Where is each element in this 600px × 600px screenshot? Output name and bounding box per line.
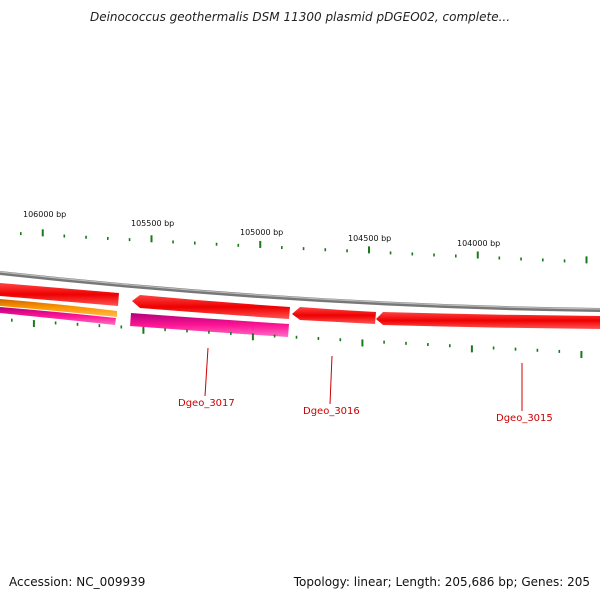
ruler-tick-bottom	[449, 344, 451, 348]
ruler-tick-bottom	[273, 334, 276, 338]
ruler-tick-bottom	[514, 347, 517, 351]
backbone-track	[0, 271, 600, 312]
ruler-tick-top	[455, 254, 457, 258]
ruler-tick-bottom	[54, 321, 57, 325]
gene-label-line-dgeo-3016	[329, 355, 333, 405]
ruler-ticks-top	[20, 229, 588, 264]
ruler-tick-top	[128, 238, 131, 242]
feature-orange-partial[interactable]	[0, 299, 117, 317]
ruler-tick-bottom	[492, 346, 495, 350]
ruler-tick-bottom	[405, 341, 407, 345]
ruler-tick-bottom	[317, 336, 320, 340]
ruler-tick-top	[172, 240, 174, 244]
gene-arrow-left-partial[interactable]	[0, 283, 119, 306]
ruler-tick-bottom	[142, 326, 145, 334]
ruler-tick-bottom	[186, 329, 188, 333]
ruler-tick-bottom	[208, 330, 210, 334]
ruler-tick-bottom	[230, 331, 232, 335]
ruler-tick-bottom	[98, 324, 101, 328]
ruler-label-105500: 105500 bp	[131, 219, 174, 228]
ruler-tick-top	[411, 252, 414, 256]
ruler-tick-top	[346, 249, 348, 253]
map-title: Deinococcus geothermalis DSM 11300 plasm…	[89, 10, 511, 24]
ruler-tick-top	[368, 246, 370, 254]
ruler-tick-bottom	[164, 328, 166, 332]
ruler-tick-top	[585, 256, 588, 264]
ruler-tick-bottom	[361, 339, 364, 347]
ruler-tick-top	[259, 240, 262, 248]
gene-label-dgeo-3015[interactable]: Dgeo_3015	[496, 413, 553, 424]
ruler-tick-top	[194, 241, 196, 245]
ruler-tick-top	[520, 257, 522, 261]
ruler-tick-bottom	[339, 338, 342, 342]
ruler-tick-top	[237, 243, 240, 247]
ruler-tick-top	[215, 242, 218, 246]
backbone-highlight	[0, 271, 600, 310]
ruler-tick-top	[85, 235, 87, 239]
ruler-tick-bottom	[120, 325, 123, 329]
gene-arrow-dgeo-3016[interactable]	[292, 307, 376, 324]
ruler-tick-top	[41, 229, 44, 237]
gene-label-dgeo-3016[interactable]: Dgeo_3016	[303, 406, 360, 417]
ruler-tick-bottom	[470, 345, 473, 353]
ruler-tick-bottom	[383, 340, 385, 344]
ruler-tick-top	[150, 235, 153, 243]
ruler-tick-bottom	[295, 335, 298, 339]
ruler-tick-bottom	[558, 349, 561, 353]
ruler-tick-top	[542, 258, 544, 262]
ruler-tick-bottom	[251, 333, 254, 341]
accession-text: Accession: NC_009939	[9, 575, 146, 589]
ruler-tick-bottom	[580, 351, 583, 359]
ruler-tick-top	[281, 246, 283, 250]
topology-summary: Topology: linear; Length: 205,686 bp; Ge…	[293, 575, 590, 589]
ruler-tick-bottom	[32, 320, 35, 328]
ruler-tick-top	[324, 248, 327, 252]
ruler-tick-bottom	[76, 322, 79, 326]
ruler-tick-top	[433, 253, 435, 257]
ruler-tick-bottom	[11, 318, 13, 322]
feature-pink-partial[interactable]	[0, 307, 116, 325]
gene-arrow-dgeo-3017[interactable]	[130, 313, 289, 337]
ruler-tick-bottom	[536, 348, 539, 352]
ruler-tick-top	[498, 256, 501, 260]
ruler-label-104500: 104500 bp	[348, 234, 391, 243]
ruler-label-104000: 104000 bp	[457, 239, 500, 248]
ruler-tick-top	[563, 259, 566, 263]
ruler-ticks-bottom	[11, 318, 583, 359]
gene-arrow-dgeo-3018[interactable]	[132, 295, 290, 319]
ruler-label-106000: 106000 bp	[23, 210, 66, 219]
ruler-tick-top	[476, 251, 479, 259]
gene-label-line-dgeo-3017	[204, 347, 209, 397]
gene-label-dgeo-3017[interactable]: Dgeo_3017	[178, 398, 235, 409]
ruler-tick-top	[63, 234, 66, 238]
gene-arrow-dgeo-3015[interactable]	[376, 312, 600, 329]
ruler-label-105000: 105000 bp	[240, 228, 283, 237]
ruler-tick-top	[302, 247, 305, 251]
ruler-tick-top	[20, 232, 22, 236]
ruler-tick-top	[107, 236, 109, 240]
ruler-tick-bottom	[427, 343, 429, 347]
ruler-tick-top	[389, 251, 392, 255]
